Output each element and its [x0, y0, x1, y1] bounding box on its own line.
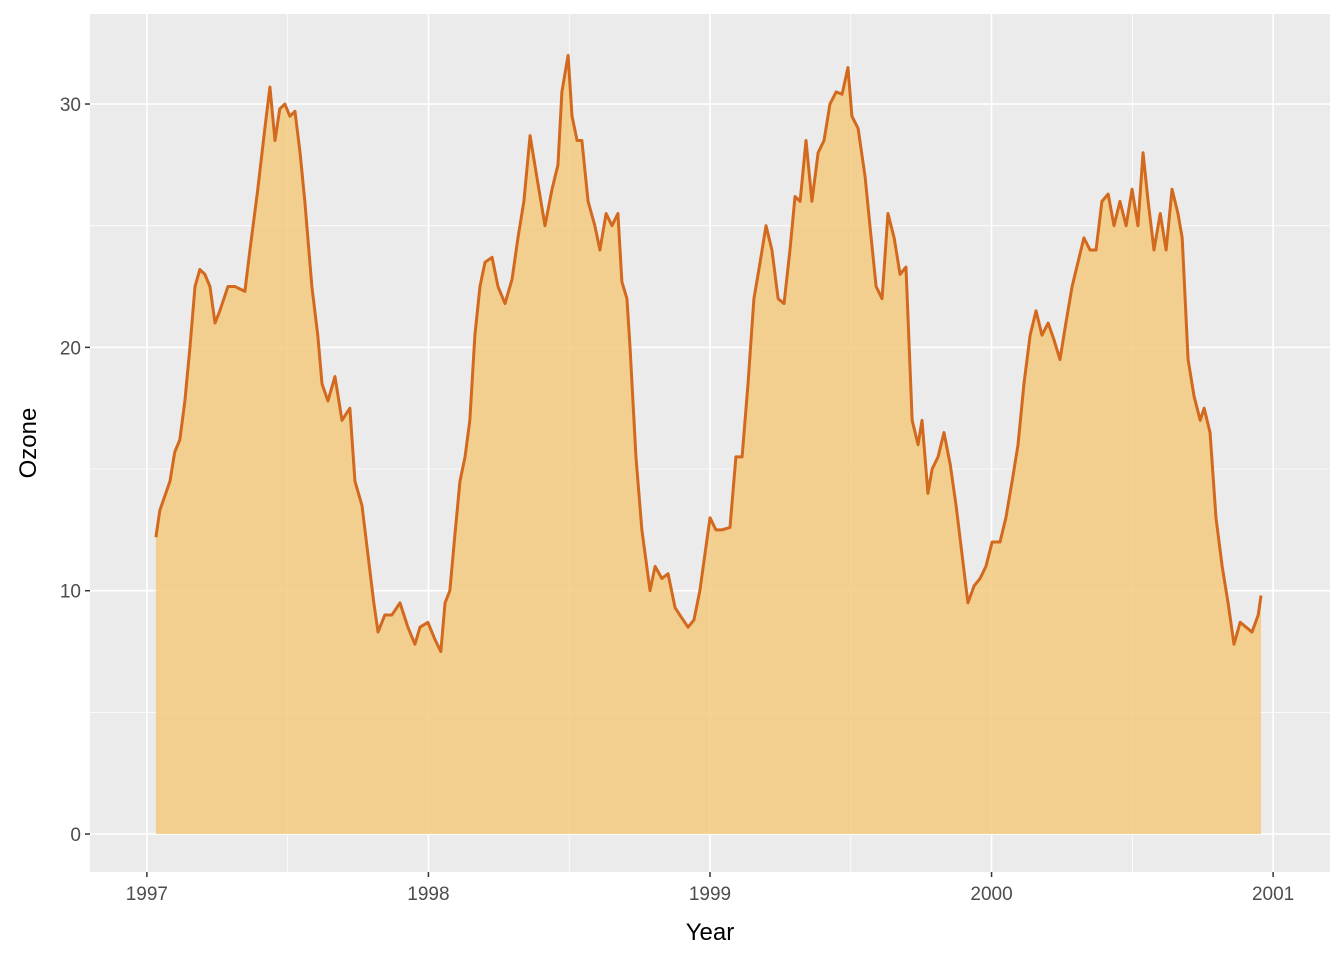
x-tick-label: 2001: [1252, 884, 1294, 905]
y-tick-label: 20: [60, 338, 81, 359]
y-tick-label: 30: [60, 95, 81, 116]
line: [154, 53, 1263, 654]
y-tick-label: 0: [70, 825, 81, 846]
y-tick-label: 10: [60, 582, 81, 603]
x-tick-label: 1998: [407, 884, 449, 905]
area: [155, 55, 1262, 835]
x-tick-label: 1997: [126, 884, 168, 905]
x-tick-label: 1999: [689, 884, 731, 905]
y-axis-title: Ozone: [15, 408, 42, 479]
x-axis-title: Year: [686, 919, 735, 946]
x-tick-label: 2000: [970, 884, 1012, 905]
